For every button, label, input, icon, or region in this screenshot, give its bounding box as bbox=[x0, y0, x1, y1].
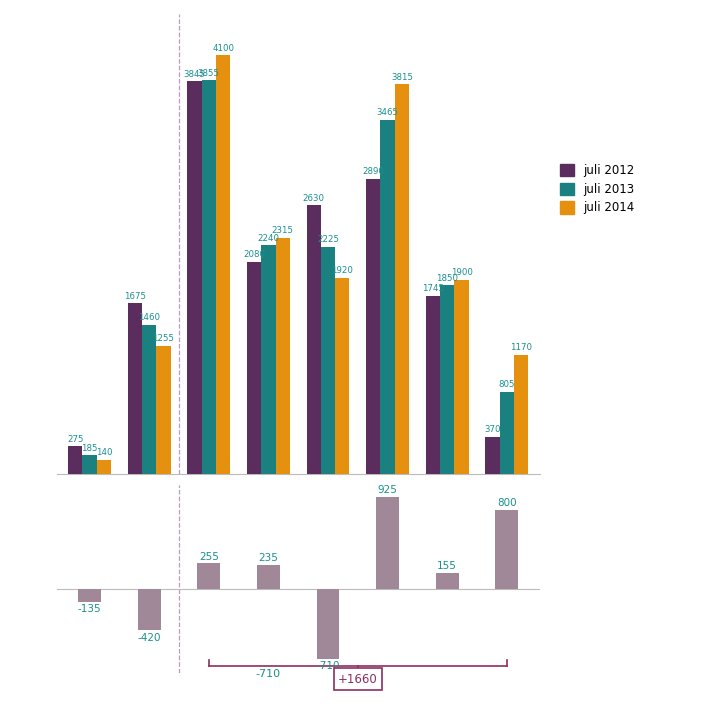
Text: 2240: 2240 bbox=[258, 234, 280, 243]
Text: 255: 255 bbox=[199, 552, 219, 561]
Text: -420: -420 bbox=[138, 633, 161, 643]
Text: 1900: 1900 bbox=[451, 268, 472, 278]
Bar bbox=[307, 205, 321, 474]
Bar bbox=[197, 564, 220, 588]
Text: 1255: 1255 bbox=[153, 334, 175, 343]
Bar bbox=[187, 81, 202, 474]
Text: 185: 185 bbox=[82, 444, 98, 453]
Bar bbox=[156, 346, 170, 474]
Text: 235: 235 bbox=[258, 554, 278, 564]
Text: 1675: 1675 bbox=[124, 292, 146, 300]
Text: 140: 140 bbox=[96, 448, 112, 457]
Bar bbox=[138, 588, 160, 630]
Text: 370: 370 bbox=[484, 425, 501, 434]
Bar bbox=[128, 303, 142, 474]
Bar bbox=[514, 355, 528, 474]
Text: -135: -135 bbox=[78, 605, 102, 615]
Legend: juli 2012, juli 2013, juli 2014: juli 2012, juli 2013, juli 2014 bbox=[555, 159, 640, 219]
Bar bbox=[78, 588, 101, 602]
Bar bbox=[395, 84, 409, 474]
Text: 155: 155 bbox=[437, 561, 457, 571]
Text: 1170: 1170 bbox=[510, 343, 532, 352]
Bar bbox=[247, 262, 261, 474]
Text: 3815: 3815 bbox=[391, 73, 413, 81]
Text: 2630: 2630 bbox=[302, 194, 324, 202]
Bar bbox=[496, 510, 518, 588]
Bar bbox=[500, 392, 514, 474]
Text: 3855: 3855 bbox=[198, 69, 220, 78]
Bar bbox=[275, 238, 290, 474]
Text: 1850: 1850 bbox=[436, 273, 458, 282]
Bar bbox=[426, 296, 440, 474]
Bar bbox=[82, 455, 97, 474]
Bar bbox=[381, 120, 395, 474]
Bar bbox=[335, 278, 349, 474]
Bar bbox=[257, 566, 280, 588]
Text: 3465: 3465 bbox=[376, 108, 398, 118]
Bar bbox=[68, 446, 82, 474]
Bar bbox=[436, 573, 459, 588]
Text: 805: 805 bbox=[498, 380, 515, 389]
Text: +1660: +1660 bbox=[338, 673, 378, 685]
Text: 2225: 2225 bbox=[317, 235, 339, 244]
Bar bbox=[454, 280, 469, 474]
Text: -710: -710 bbox=[256, 668, 281, 679]
Text: 925: 925 bbox=[378, 486, 398, 496]
Bar bbox=[440, 285, 454, 474]
Bar bbox=[202, 80, 216, 474]
Bar bbox=[321, 247, 335, 474]
Text: 2080: 2080 bbox=[243, 250, 265, 259]
Text: 800: 800 bbox=[497, 498, 517, 508]
Bar bbox=[486, 437, 500, 474]
Text: 275: 275 bbox=[67, 435, 84, 444]
Text: 2315: 2315 bbox=[272, 226, 294, 235]
Bar bbox=[366, 179, 381, 474]
Text: 2890: 2890 bbox=[362, 167, 384, 176]
Bar bbox=[317, 588, 339, 658]
Text: 4100: 4100 bbox=[212, 43, 234, 52]
Text: 1460: 1460 bbox=[138, 314, 160, 322]
Bar bbox=[376, 497, 399, 588]
Bar bbox=[97, 460, 111, 474]
Bar bbox=[261, 245, 275, 474]
Text: 3845: 3845 bbox=[183, 69, 205, 79]
Text: -710: -710 bbox=[316, 661, 340, 671]
Bar bbox=[216, 55, 230, 474]
Text: 1745: 1745 bbox=[422, 285, 444, 293]
Text: 1920: 1920 bbox=[332, 266, 354, 275]
Bar bbox=[142, 325, 156, 474]
